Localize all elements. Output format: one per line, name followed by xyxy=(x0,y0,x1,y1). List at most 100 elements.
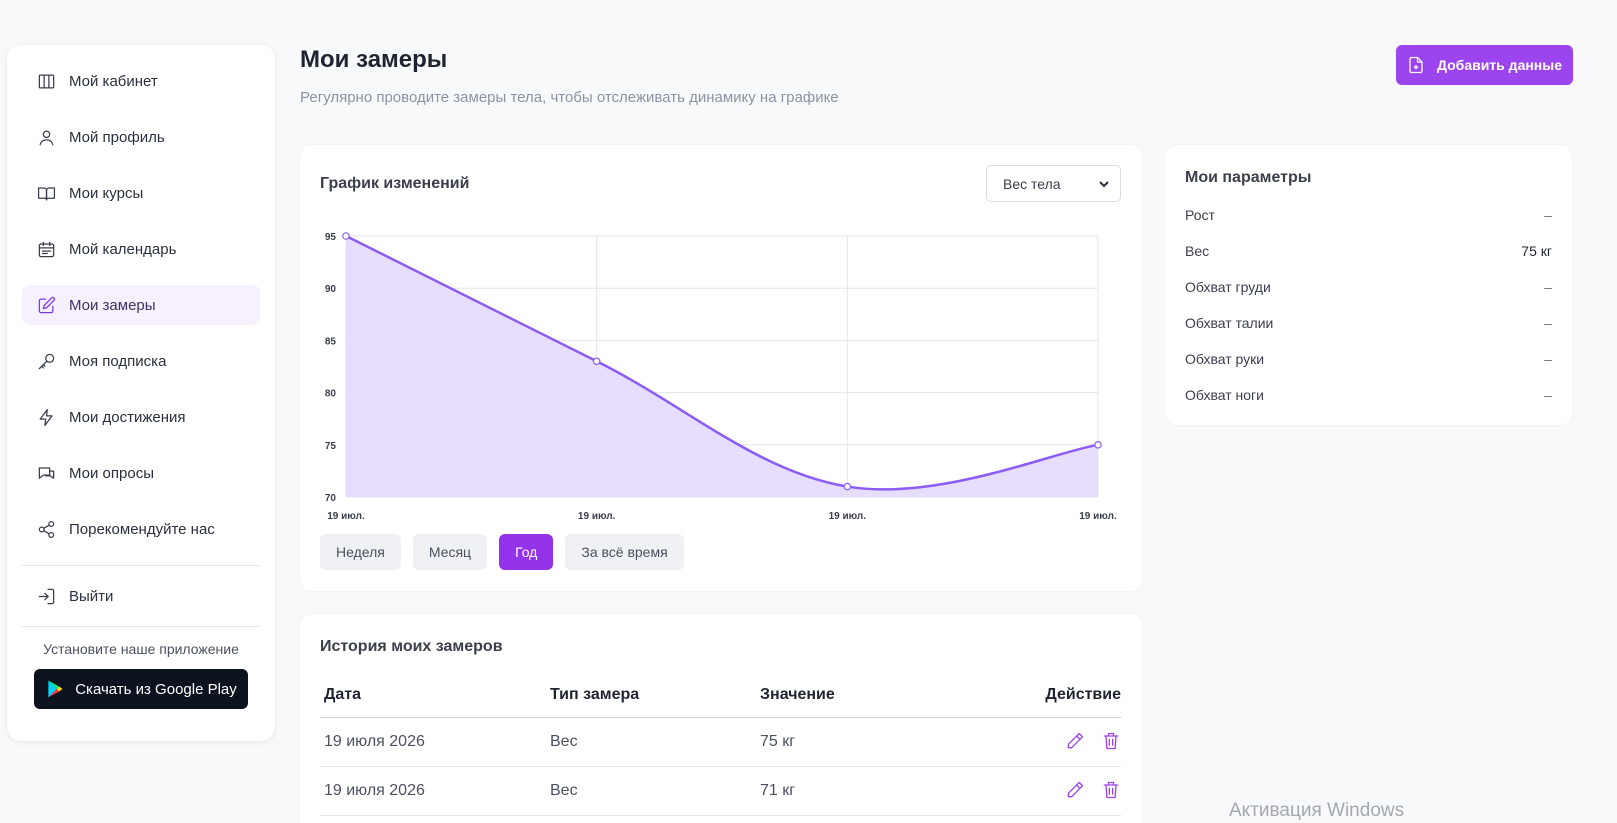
sidebar-item-achievements[interactable]: Мои достижения xyxy=(22,397,260,437)
param-row-waist: Обхват талии – xyxy=(1185,315,1552,331)
sidebar-item-label: Мой профиль xyxy=(69,128,165,146)
param-value: – xyxy=(1544,207,1552,223)
param-row-chest: Обхват груди – xyxy=(1185,279,1552,295)
series-line xyxy=(345,234,1099,491)
sidebar-item-profile[interactable]: Мой профиль xyxy=(22,117,260,157)
param-value: – xyxy=(1544,351,1552,367)
page-title: Мои замеры xyxy=(300,46,448,73)
data-point xyxy=(592,357,601,366)
table-row: 19 июля 2026 Вес 71 кг xyxy=(320,767,1121,816)
sidebar-item-subscription[interactable]: Моя подписка xyxy=(22,341,260,381)
param-label: Обхват ноги xyxy=(1185,387,1264,403)
param-row-leg: Обхват ноги – xyxy=(1185,387,1552,403)
x-tick-label: 19 июл. xyxy=(327,511,365,522)
column-type: Тип замера xyxy=(550,686,640,703)
history-card: История моих замеров Дата Тип замера Зна… xyxy=(300,614,1142,823)
file-plus-icon xyxy=(1409,56,1423,74)
param-row-height: Рост – xyxy=(1185,207,1552,223)
row-type: Вес xyxy=(550,733,578,750)
sidebar-divider xyxy=(22,565,260,566)
table-header: Дата Тип замера Значение Действие xyxy=(320,686,1121,718)
metric-select-value: Вес тела xyxy=(1003,175,1061,192)
period-month-button[interactable]: Месяц xyxy=(412,534,488,570)
param-row-weight: Вес 75 кг xyxy=(1185,243,1552,259)
y-tick-label: 80 xyxy=(325,389,337,400)
sidebar-item-measurements[interactable]: Мои замеры xyxy=(22,285,260,325)
x-tick-label: 19 июл. xyxy=(578,511,616,522)
google-play-button[interactable]: Скачать из Google Play xyxy=(34,669,248,709)
trash-icon[interactable] xyxy=(1099,780,1121,802)
param-label: Вес xyxy=(1185,243,1210,259)
chart-title: График изменений xyxy=(320,175,470,192)
area-fill xyxy=(346,236,1098,497)
edit-icon[interactable] xyxy=(1063,780,1085,802)
data-point xyxy=(843,482,852,491)
period-year-button[interactable]: Год xyxy=(499,534,554,570)
period-all-time-button[interactable]: За всё время xyxy=(565,534,684,570)
row-value: 75 кг xyxy=(760,733,796,750)
param-label: Рост xyxy=(1185,207,1215,223)
period-selector: Неделя Месяц Год За всё время xyxy=(320,534,696,570)
x-tick-label: 19 июл. xyxy=(1079,511,1117,522)
sidebar-item-courses[interactable]: Мои курсы xyxy=(22,173,260,213)
pencil-square-icon xyxy=(36,295,56,315)
sidebar-item-label: Мой календарь xyxy=(69,240,177,258)
book-icon xyxy=(36,183,56,203)
column-value: Значение xyxy=(760,686,835,703)
sidebar-item-cabinet[interactable]: Мой кабинет xyxy=(22,61,260,101)
calendar-icon xyxy=(36,239,56,259)
param-value: 75 кг xyxy=(1521,243,1552,259)
google-play-icon xyxy=(48,680,63,698)
history-title: История моих замеров xyxy=(320,638,503,655)
sidebar-item-calendar[interactable]: Мой календарь xyxy=(22,229,260,269)
param-label: Обхват груди xyxy=(1185,279,1271,295)
x-tick-label: 19 июл. xyxy=(829,511,867,522)
columns-icon xyxy=(36,71,56,91)
sidebar-item-label: Мои опросы xyxy=(69,464,154,482)
sidebar-item-label: Мой кабинет xyxy=(69,72,158,90)
data-point xyxy=(1094,440,1102,449)
chart-card: График изменений Вес тела 95 90 85 80 75 70 19… xyxy=(300,145,1142,591)
sidebar-item-label: Мои достижения xyxy=(69,408,186,426)
sidebar-item-label: Мои курсы xyxy=(69,184,144,202)
install-app-text: Установите наше приложение xyxy=(43,641,239,657)
sidebar-item-recommend[interactable]: Порекомендуйте нас xyxy=(22,509,260,549)
sidebar-divider xyxy=(22,626,260,627)
table-row: 19 июля 2026 Вес 75 кг xyxy=(320,718,1121,767)
row-actions xyxy=(1000,780,1121,802)
param-value: – xyxy=(1544,387,1552,403)
sidebar-item-label: Мои замеры xyxy=(69,296,156,314)
logout-label: Выйти xyxy=(69,587,114,605)
logout-button[interactable]: Выйти xyxy=(22,576,260,616)
params-title: Мои параметры xyxy=(1185,169,1312,186)
chat-icon xyxy=(36,463,56,483)
trash-icon[interactable] xyxy=(1099,731,1121,753)
param-value: – xyxy=(1544,279,1552,295)
google-play-label: Скачать из Google Play xyxy=(75,680,237,698)
param-value: – xyxy=(1544,315,1552,331)
sidebar: Мой кабинет Мой профиль Мои курсы Мой ка… xyxy=(7,45,275,741)
user-icon xyxy=(36,127,56,147)
data-point xyxy=(342,232,350,240)
column-action: Действие xyxy=(1045,686,1121,703)
param-label: Обхват руки xyxy=(1185,351,1265,367)
y-tick-label: 90 xyxy=(325,284,337,295)
row-value: 71 кг xyxy=(760,782,796,799)
edit-icon[interactable] xyxy=(1063,731,1085,753)
add-data-button[interactable]: Добавить данные xyxy=(1396,45,1573,85)
metric-select[interactable]: Вес тела xyxy=(986,165,1121,202)
params-card: Мои параметры Рост – Вес 75 кг Обхват груд… xyxy=(1165,145,1572,425)
history-table: Дата Тип замера Значение Действие 19 июл… xyxy=(320,686,1121,816)
param-row-arm: Обхват руки – xyxy=(1185,351,1552,367)
chevron-down-icon xyxy=(1099,181,1109,188)
row-actions xyxy=(1000,731,1121,753)
column-date: Дата xyxy=(324,686,362,703)
weight-chart: 95 90 85 80 75 70 19 июл. 19 июл. 19 июл. 19 июл. xyxy=(325,232,1117,522)
row-date: 19 июля 2026 xyxy=(324,782,425,799)
sidebar-item-surveys[interactable]: Мои опросы xyxy=(22,453,260,493)
y-tick-label: 75 xyxy=(325,441,337,452)
windows-activation-watermark: Активация Windows xyxy=(1229,800,1405,821)
period-week-button[interactable]: Неделя xyxy=(320,534,401,570)
row-date: 19 июля 2026 xyxy=(324,733,425,750)
y-tick-label: 85 xyxy=(325,336,337,347)
